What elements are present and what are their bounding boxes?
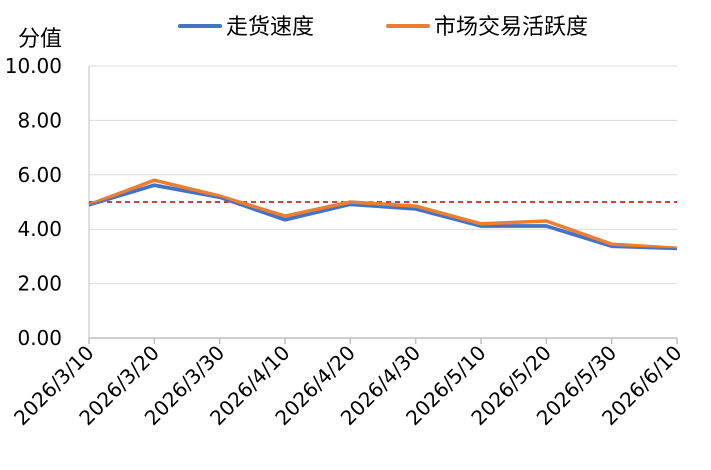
series-line-0-overlay (88, 185, 678, 251)
y-axis-label: 分值 (18, 27, 62, 52)
y-tick-label: 10.00 (5, 54, 62, 78)
x-tick-labels: 2026/3/102026/3/202026/3/302026/4/102026… (9, 341, 686, 430)
legend: 走货速度 市场交易活跃度 (178, 15, 588, 40)
legend-label-1: 市场交易活跃度 (434, 15, 588, 40)
y-tick-label: 8.00 (17, 108, 62, 132)
y-tick-label: 4.00 (17, 217, 62, 241)
gridlines (89, 65, 677, 285)
series-line-0 (88, 183, 678, 250)
legend-label-0: 走货速度 (226, 15, 314, 40)
y-tick-labels: 0.00 2.00 4.00 6.00 8.00 10.00 (5, 54, 62, 350)
axes (88, 66, 678, 344)
y-tick-label: 2.00 (17, 272, 62, 296)
y-tick-label: 6.00 (17, 163, 62, 187)
y-tick-label: 0.00 (17, 326, 62, 350)
series-line-1 (88, 178, 678, 250)
series-group (88, 178, 678, 251)
